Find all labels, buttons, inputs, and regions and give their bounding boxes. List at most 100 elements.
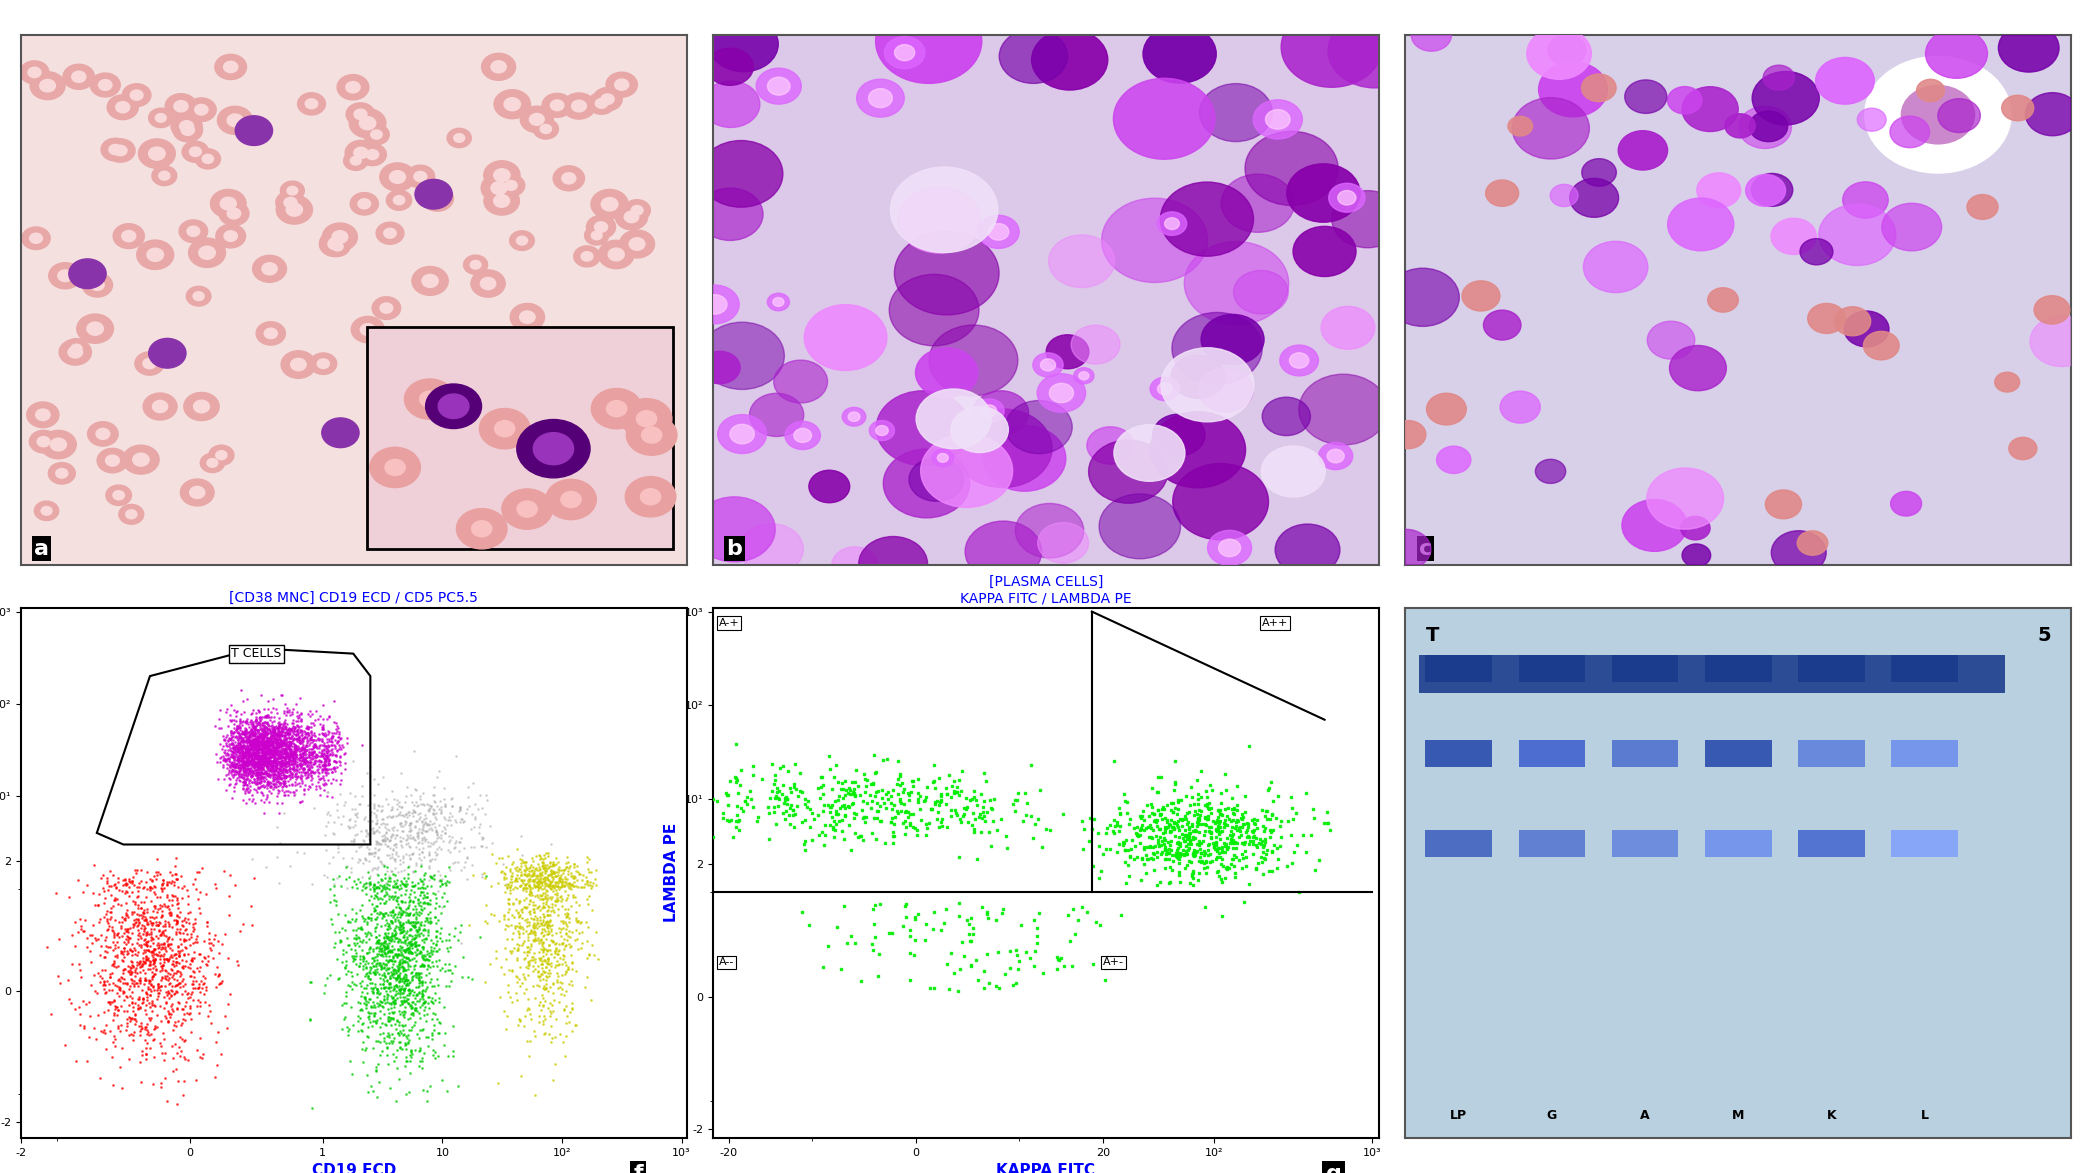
Point bbox=[889, 818, 923, 836]
Point bbox=[243, 752, 276, 771]
Point bbox=[293, 745, 326, 764]
Point bbox=[492, 889, 525, 908]
Point bbox=[130, 888, 163, 907]
Point bbox=[339, 949, 372, 968]
Point bbox=[268, 758, 301, 777]
Point bbox=[1159, 847, 1192, 866]
Point bbox=[1195, 845, 1228, 863]
Point bbox=[862, 967, 895, 985]
Point bbox=[132, 1009, 165, 1028]
Point bbox=[402, 822, 435, 841]
Point bbox=[556, 869, 590, 888]
Point bbox=[500, 866, 533, 884]
Point bbox=[1130, 849, 1163, 868]
Circle shape bbox=[96, 448, 128, 473]
Point bbox=[42, 967, 75, 985]
Point bbox=[1123, 870, 1157, 889]
Point bbox=[816, 808, 849, 827]
Circle shape bbox=[345, 103, 374, 126]
Point bbox=[280, 769, 314, 788]
Point bbox=[274, 754, 308, 773]
Point bbox=[387, 971, 420, 990]
Point bbox=[368, 956, 402, 975]
Point bbox=[776, 800, 810, 819]
Point bbox=[412, 957, 446, 976]
Point bbox=[165, 1001, 199, 1019]
Point bbox=[226, 765, 259, 784]
Point bbox=[546, 979, 579, 998]
Point bbox=[253, 759, 287, 778]
Point bbox=[241, 773, 274, 792]
Point bbox=[224, 728, 257, 747]
Point bbox=[291, 728, 324, 747]
Point bbox=[416, 942, 450, 961]
Point bbox=[791, 792, 824, 811]
Point bbox=[226, 748, 259, 767]
Point bbox=[259, 739, 293, 758]
Point bbox=[393, 1021, 427, 1039]
Point bbox=[1259, 859, 1293, 877]
Point bbox=[262, 724, 295, 743]
Point bbox=[377, 949, 410, 968]
Point bbox=[318, 876, 351, 895]
Point bbox=[808, 801, 841, 820]
Point bbox=[220, 754, 253, 773]
Point bbox=[550, 848, 584, 867]
Point bbox=[734, 789, 768, 808]
Point bbox=[519, 930, 552, 949]
Circle shape bbox=[626, 415, 678, 455]
Point bbox=[226, 769, 259, 788]
Point bbox=[153, 1008, 186, 1026]
Point bbox=[134, 1039, 167, 1058]
Circle shape bbox=[349, 109, 385, 137]
Point bbox=[356, 1017, 389, 1036]
Point bbox=[345, 822, 379, 841]
Point bbox=[285, 752, 318, 771]
Point bbox=[232, 771, 266, 789]
Point bbox=[253, 745, 287, 764]
Circle shape bbox=[1667, 198, 1734, 251]
Point bbox=[126, 949, 159, 968]
Point bbox=[262, 794, 295, 813]
Point bbox=[257, 724, 291, 743]
Point bbox=[389, 881, 423, 900]
Point bbox=[278, 730, 312, 748]
Point bbox=[354, 845, 387, 863]
Point bbox=[379, 1049, 412, 1067]
Circle shape bbox=[1038, 374, 1086, 412]
Point bbox=[226, 771, 259, 789]
Point bbox=[362, 1031, 395, 1050]
Point bbox=[410, 1092, 444, 1111]
Point bbox=[538, 974, 571, 992]
Point bbox=[1140, 876, 1174, 895]
Point bbox=[119, 952, 153, 971]
Point bbox=[397, 933, 431, 951]
Point bbox=[234, 751, 268, 769]
Point bbox=[745, 769, 778, 788]
Point bbox=[1067, 840, 1100, 859]
Point bbox=[343, 957, 377, 976]
Point bbox=[274, 720, 308, 739]
Point bbox=[165, 916, 199, 935]
Point bbox=[232, 744, 266, 762]
Point bbox=[144, 957, 178, 976]
Point bbox=[236, 733, 270, 752]
Point bbox=[908, 792, 941, 811]
Point bbox=[383, 921, 416, 940]
Point bbox=[245, 720, 278, 739]
Point bbox=[372, 917, 406, 936]
Point bbox=[358, 888, 391, 907]
Point bbox=[232, 765, 266, 784]
Point bbox=[316, 739, 349, 758]
Point bbox=[406, 976, 439, 995]
Point bbox=[533, 880, 567, 899]
Point bbox=[387, 903, 420, 922]
Circle shape bbox=[414, 179, 452, 209]
Point bbox=[356, 1077, 389, 1096]
Point bbox=[113, 963, 146, 982]
Circle shape bbox=[1276, 524, 1339, 576]
Point bbox=[253, 741, 287, 760]
Point bbox=[121, 990, 155, 1009]
Point bbox=[408, 809, 441, 828]
Point bbox=[287, 772, 320, 791]
